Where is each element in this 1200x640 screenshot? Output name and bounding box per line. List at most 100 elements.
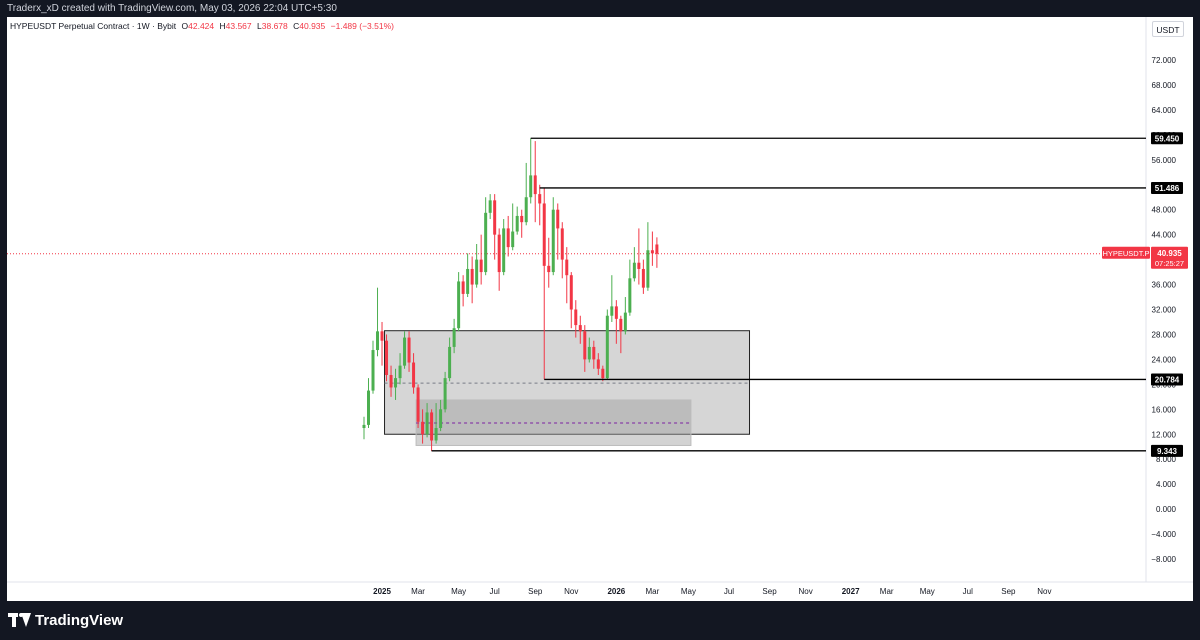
symbol-tag-box [1102, 246, 1150, 259]
time-tick-label: Mar [645, 587, 659, 596]
candle-body[interactable] [641, 268, 645, 288]
candle-body[interactable] [551, 209, 555, 273]
time-tick-label: Mar [880, 587, 894, 596]
candle-body[interactable] [506, 228, 510, 248]
demand-zone[interactable] [384, 330, 751, 435]
candle-body[interactable] [394, 378, 398, 388]
time-tick-label: May [920, 587, 935, 596]
candle-body[interactable] [623, 312, 627, 332]
candle-body[interactable] [632, 262, 636, 279]
price-tick-label: 48.000 [1152, 206, 1177, 215]
candle-body[interactable] [434, 428, 438, 441]
price-tick-label: 32.000 [1152, 306, 1177, 315]
candle-body[interactable] [497, 234, 501, 273]
candle-body[interactable] [596, 359, 600, 369]
candle-body[interactable] [515, 215, 519, 232]
price-tick-label: 56.000 [1152, 156, 1177, 165]
symbol-legend: HYPEUSDT Perpetual Contract · 1W · Bybit… [10, 21, 394, 31]
candle-body[interactable] [646, 250, 650, 288]
time-tick-label: Nov [1037, 587, 1051, 596]
candle-body[interactable] [479, 259, 483, 273]
candle-body[interactable] [542, 203, 546, 266]
candle-body[interactable] [416, 387, 420, 422]
time-tick-label: 2027 [842, 587, 860, 596]
candle-body[interactable] [484, 212, 488, 273]
candle-body[interactable] [412, 362, 416, 388]
price-tick-label: −8.000 [1151, 555, 1176, 564]
candle-body[interactable] [524, 197, 528, 223]
last-price-tag: 40.935 [1157, 249, 1182, 258]
candle-body[interactable] [461, 281, 465, 294]
time-tick-label: Nov [798, 587, 812, 596]
candle-body[interactable] [610, 306, 614, 316]
candle-body[interactable] [619, 318, 623, 332]
symbol-title[interactable]: HYPEUSDT Perpetual Contract · 1W · Bybit [10, 21, 177, 31]
candle-body[interactable] [578, 325, 582, 332]
time-tick-label: 2025 [373, 587, 391, 596]
candle-body[interactable] [511, 231, 515, 248]
price-tick-label: 4.000 [1156, 480, 1177, 489]
time-tick-label: Sep [528, 587, 543, 596]
demand-zone[interactable] [415, 399, 692, 446]
candle-body[interactable] [601, 368, 605, 379]
candle-body[interactable] [520, 215, 524, 223]
currency-unit-button[interactable]: USDT [1152, 21, 1184, 37]
candle-body[interactable] [556, 209, 560, 229]
price-tick-label: 64.000 [1152, 106, 1177, 115]
candle-body[interactable] [628, 278, 632, 313]
candle-body[interactable] [565, 259, 569, 276]
candle-body[interactable] [587, 346, 591, 360]
price-tick-label: 12.000 [1152, 430, 1177, 439]
candle-body[interactable] [425, 412, 429, 435]
price-tick-label: 68.000 [1152, 81, 1177, 90]
candle-body[interactable] [655, 244, 659, 254]
candle-body[interactable] [529, 175, 533, 198]
candle-body[interactable] [592, 346, 596, 360]
candle-body[interactable] [488, 200, 492, 213]
candle-body[interactable] [452, 328, 456, 347]
candle-body[interactable] [367, 390, 371, 425]
candle-body[interactable] [448, 346, 452, 379]
candle-body[interactable] [614, 306, 618, 319]
candle-body[interactable] [398, 365, 402, 379]
candle-body[interactable] [493, 200, 497, 235]
time-tick-label: Nov [564, 587, 578, 596]
price-tick-label: 44.000 [1152, 231, 1177, 240]
candle-body[interactable] [443, 378, 447, 410]
candle-body[interactable] [637, 262, 641, 269]
symbol-tag: HYPEUSDT.P [1102, 249, 1149, 258]
candle-body[interactable] [385, 340, 389, 375]
candle-body[interactable] [475, 259, 479, 285]
candle-body[interactable] [574, 309, 578, 326]
candle-body[interactable] [569, 275, 573, 310]
last-price-tag-box [1151, 246, 1188, 269]
candle-body[interactable] [560, 228, 564, 260]
candle-body[interactable] [583, 331, 587, 360]
candle-body[interactable] [650, 250, 654, 254]
legend-low-value: 38.678 [261, 21, 288, 31]
candle-body[interactable] [538, 194, 542, 204]
time-tick-label: Mar [411, 587, 425, 596]
candle-body[interactable] [605, 315, 609, 379]
candle-body[interactable] [439, 409, 443, 429]
candle-body[interactable] [362, 424, 366, 429]
candle-body[interactable] [403, 337, 407, 366]
candle-body[interactable] [371, 350, 375, 391]
countdown-tag: 07:25:27 [1155, 259, 1184, 268]
candle-body[interactable] [547, 265, 551, 273]
candle-body[interactable] [421, 421, 425, 435]
tradingview-logo[interactable]: TradingView [8, 611, 123, 629]
candle-body[interactable] [407, 337, 411, 363]
candle-body[interactable] [376, 331, 380, 351]
level-price-tag: 20.784 [1155, 375, 1180, 384]
candle-body[interactable] [470, 268, 474, 285]
candle-body[interactable] [430, 412, 434, 441]
candle-body[interactable] [380, 331, 384, 341]
candle-body[interactable] [466, 268, 470, 294]
candle-body[interactable] [502, 228, 506, 273]
candle-body[interactable] [389, 374, 393, 388]
candle-body[interactable] [457, 281, 461, 329]
level-price-tag-box [1151, 373, 1183, 386]
candle-body[interactable] [533, 175, 537, 195]
